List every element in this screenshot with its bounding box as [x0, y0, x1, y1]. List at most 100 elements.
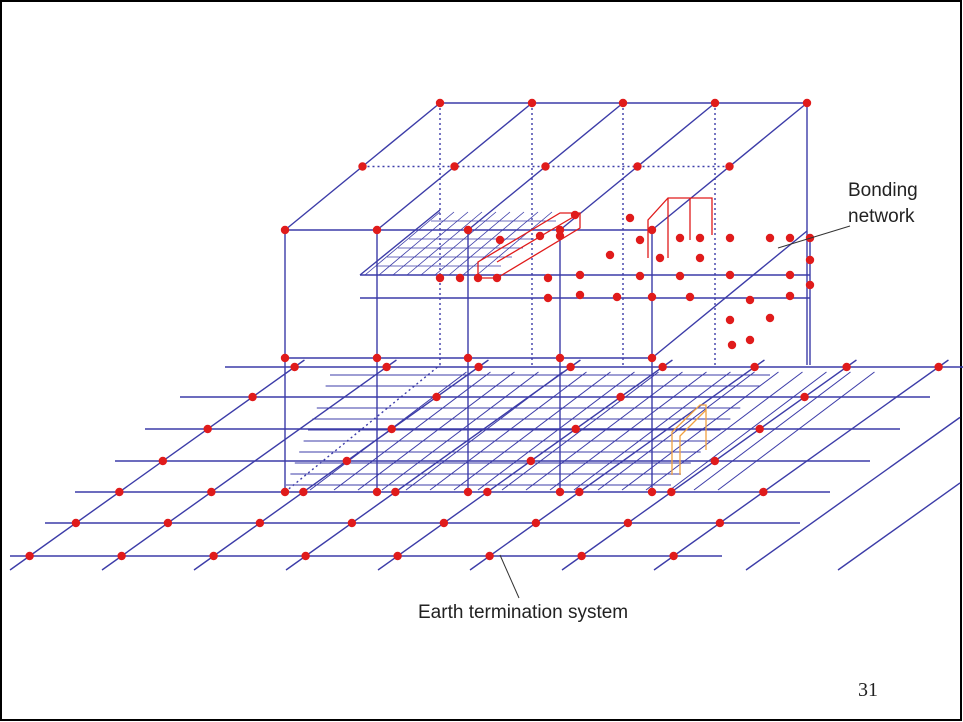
wire	[469, 359, 765, 571]
wire	[359, 209, 441, 276]
bond-point	[372, 487, 382, 497]
earth-grid	[9, 359, 963, 571]
bond-point	[842, 362, 851, 372]
wire	[377, 359, 673, 571]
bond-points	[25, 98, 943, 561]
bond-point	[575, 487, 584, 497]
wire	[621, 371, 779, 491]
bond-point	[755, 424, 764, 434]
bond-point	[633, 162, 642, 171]
bond-point	[647, 225, 657, 235]
bond-point	[280, 225, 290, 235]
bond-point	[543, 273, 553, 283]
bond-point	[785, 233, 795, 243]
leader-line	[499, 554, 520, 599]
wire	[645, 371, 803, 491]
bond-point	[531, 518, 541, 528]
bond-point	[435, 98, 445, 108]
bond-point	[785, 291, 795, 301]
wire	[333, 371, 491, 491]
wire	[392, 211, 469, 276]
bond-point	[618, 98, 628, 108]
bond-point	[655, 253, 665, 263]
duct	[679, 409, 707, 475]
bond-point	[535, 231, 545, 241]
bond-point	[800, 392, 809, 402]
bond-point	[695, 233, 705, 243]
wire	[669, 371, 827, 491]
bond-point	[203, 424, 212, 434]
bond-point	[299, 487, 308, 497]
bond-point	[526, 456, 536, 466]
bond-point	[658, 362, 667, 372]
bond-point	[492, 273, 502, 283]
bond-point	[209, 551, 218, 561]
bond-point	[248, 392, 257, 402]
bond-point	[710, 456, 720, 466]
wire	[653, 359, 949, 571]
bond-point	[372, 353, 382, 363]
wire	[378, 211, 455, 276]
page-number: 31	[858, 679, 878, 701]
bond-point	[301, 551, 310, 561]
bond-point	[669, 551, 678, 561]
bond-point	[765, 233, 775, 243]
bond-point	[727, 340, 737, 350]
wire	[193, 359, 489, 571]
bond-point	[675, 271, 685, 281]
bond-point	[566, 362, 575, 372]
bond-point	[450, 162, 459, 171]
bond-point	[543, 293, 553, 303]
bond-point	[115, 487, 124, 497]
bond-point	[934, 362, 943, 372]
bond-point	[342, 456, 352, 466]
bond-point	[612, 292, 622, 302]
bond-point	[667, 487, 676, 497]
bond-point	[280, 353, 290, 363]
bond-point	[725, 162, 734, 171]
bond-point	[71, 518, 81, 528]
bond-point	[463, 353, 473, 363]
bond-point	[745, 295, 755, 305]
wire	[364, 211, 441, 276]
wire	[448, 211, 525, 276]
bond-point	[647, 292, 657, 302]
wire	[453, 371, 611, 491]
bond-point	[623, 518, 633, 528]
bond-point	[541, 162, 550, 171]
bond-point	[463, 487, 473, 497]
bond-point	[483, 487, 492, 497]
bond-point	[570, 210, 580, 220]
bond-point	[715, 518, 725, 528]
bond-point	[207, 487, 216, 497]
wire	[9, 359, 305, 571]
bond-point	[117, 551, 126, 561]
bond-point	[485, 551, 494, 561]
bond-point	[347, 518, 357, 528]
bond-point	[25, 551, 34, 561]
bond-point	[527, 98, 537, 108]
bond-point	[785, 270, 795, 280]
bond-point	[555, 487, 565, 497]
bond-point	[805, 280, 815, 290]
bond-point	[765, 313, 775, 323]
bond-point	[158, 456, 168, 466]
wire	[693, 371, 851, 491]
bond-point	[372, 225, 382, 235]
wire	[381, 371, 539, 491]
wire	[476, 211, 553, 276]
wire	[651, 230, 808, 359]
bond-point	[432, 392, 441, 402]
wire	[745, 416, 961, 571]
wire	[561, 359, 857, 571]
bond-point	[647, 487, 657, 497]
bond-point	[725, 315, 735, 325]
wire	[406, 211, 483, 276]
bond-point	[750, 362, 759, 372]
bond-point	[616, 392, 625, 402]
bond-point	[605, 250, 615, 260]
wire	[434, 211, 511, 276]
wire	[549, 371, 707, 491]
